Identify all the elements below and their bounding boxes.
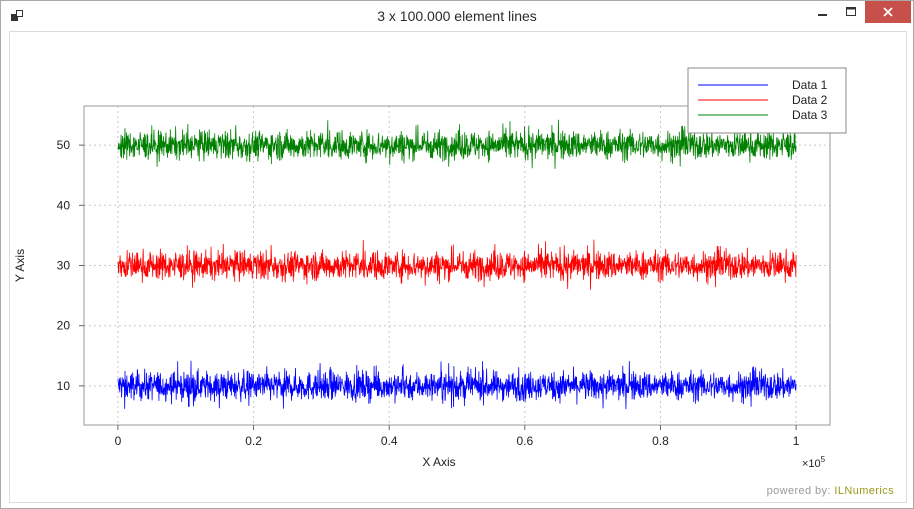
plot-panel[interactable]: 0 0.2 0.4 0.6 0.8 1 10 20 30 40 50 X Axis Y Axis ×… <box>9 31 907 503</box>
minimize-icon <box>818 14 827 16</box>
powered-by-label: powered by: <box>766 485 831 497</box>
y-tick-label: 30 <box>57 259 71 273</box>
window-title: 3 x 100.000 element lines <box>377 8 537 24</box>
x-tick-label: 0 <box>115 434 122 448</box>
x-tick-label: 0.2 <box>245 434 262 448</box>
minimize-button[interactable] <box>809 1 837 23</box>
y-tick-label: 50 <box>57 138 71 152</box>
x-axis-exponent-power: 5 <box>821 455 826 464</box>
x-axis-exponent: ×105 <box>802 455 826 470</box>
series-line <box>117 360 797 410</box>
y-axis-label: Y Axis <box>13 249 27 282</box>
x-axis-label: X Axis <box>422 455 455 469</box>
close-button[interactable] <box>865 1 911 23</box>
powered-by-footer: powered by: ILNumerics <box>767 485 894 497</box>
line-chart[interactable]: 0 0.2 0.4 0.6 0.8 1 10 20 30 40 50 X Axis Y Axis ×… <box>10 32 906 502</box>
x-tick-label: 0.8 <box>652 434 669 448</box>
series-line <box>117 239 797 290</box>
y-tick-label: 40 <box>57 198 71 212</box>
tick-layer: 0 0.2 0.4 0.6 0.8 1 10 20 30 40 50 <box>57 138 800 448</box>
y-tick-label: 10 <box>57 379 71 393</box>
y-tick-label: 20 <box>57 319 71 333</box>
brand-link[interactable]: ILNumerics <box>834 485 894 497</box>
series-layer <box>117 119 797 410</box>
legend-label: Data 3 <box>792 108 828 122</box>
x-axis-exponent-base: ×10 <box>802 458 821 470</box>
series-line <box>117 119 797 169</box>
maximize-icon <box>845 7 856 16</box>
x-tick-label: 0.6 <box>516 434 533 448</box>
maximize-button[interactable] <box>837 1 865 23</box>
close-icon <box>883 7 893 17</box>
legend-label: Data 1 <box>792 78 828 92</box>
legend-label: Data 2 <box>792 93 828 107</box>
x-tick-label: 0.4 <box>381 434 398 448</box>
app-icon[interactable] <box>11 9 25 23</box>
title-bar[interactable]: 3 x 100.000 element lines <box>1 1 913 31</box>
x-tick-label: 1 <box>793 434 800 448</box>
